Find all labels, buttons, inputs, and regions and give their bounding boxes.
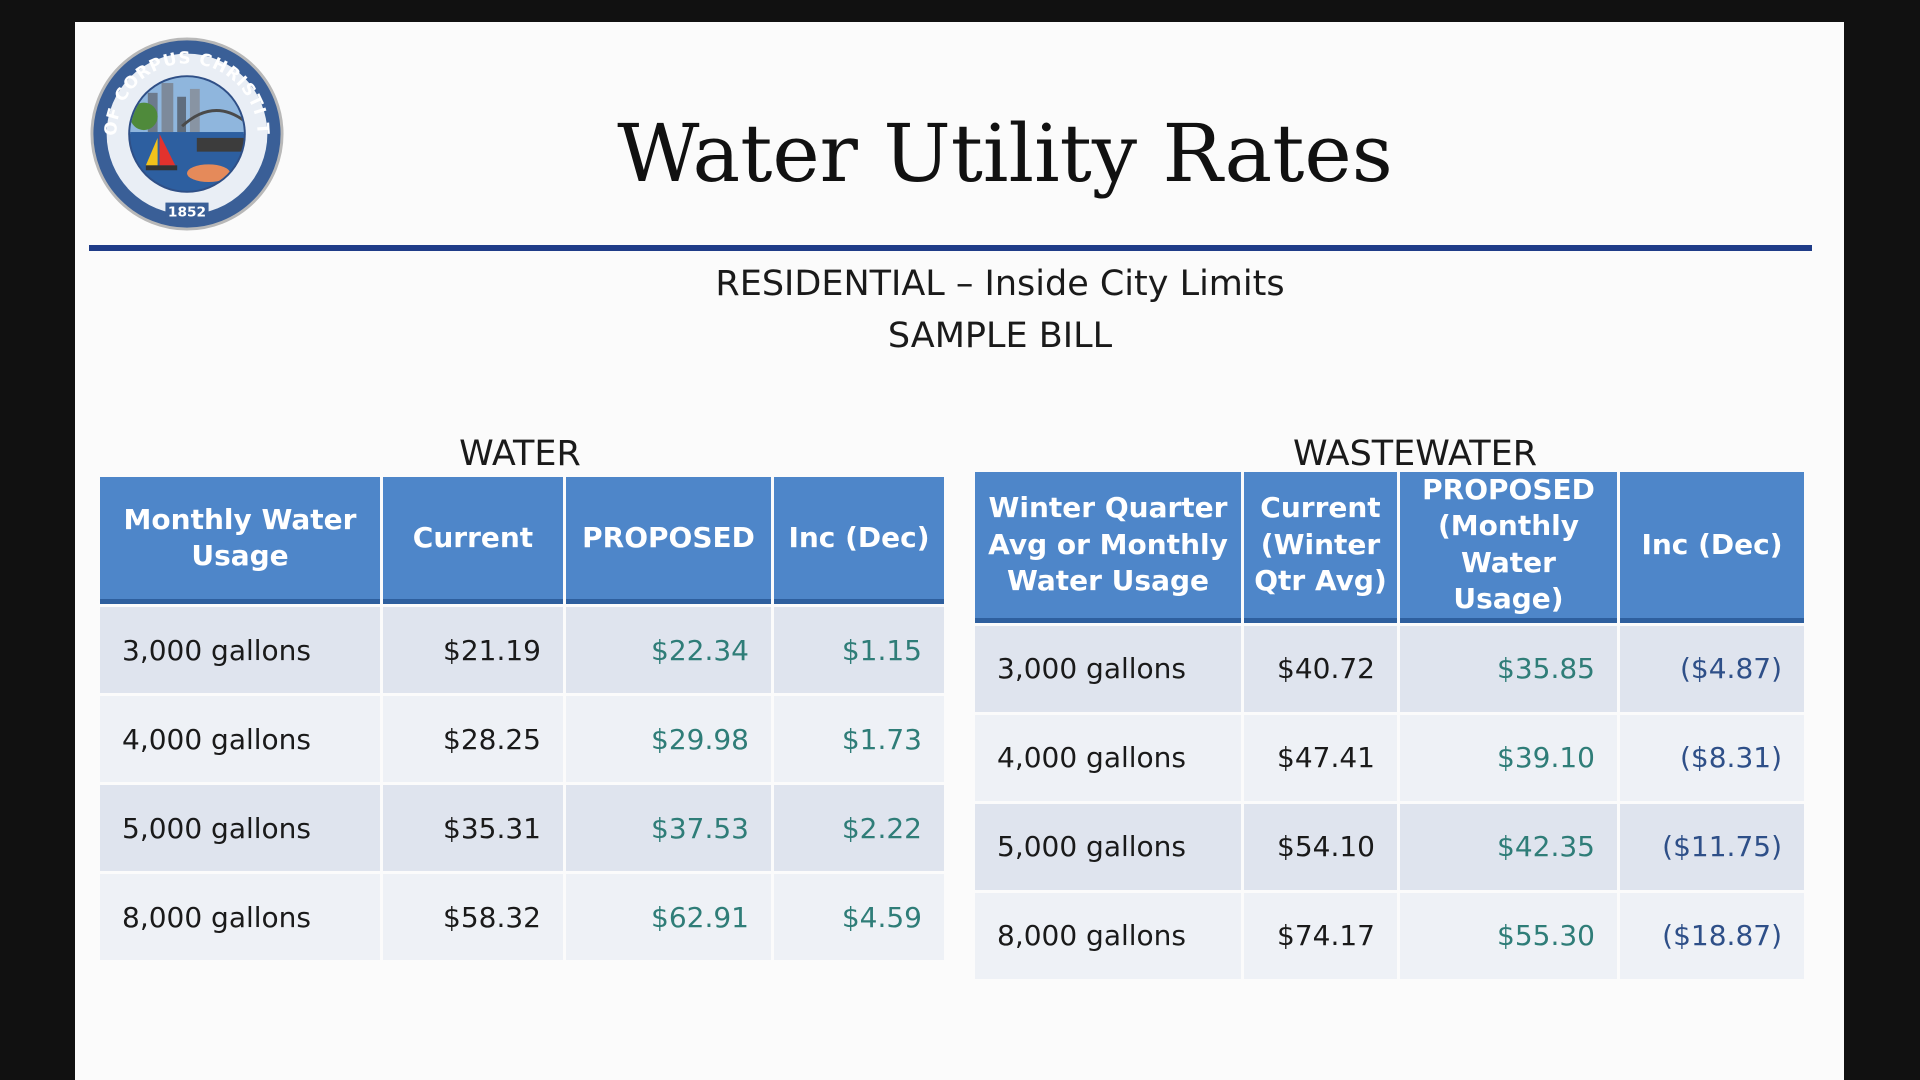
wastewater-rates-table: Winter Quarter Avg or Monthly Water Usag…: [972, 469, 1807, 982]
proposed-cell: $39.10: [1400, 714, 1617, 801]
table-row: 5,000 gallons $35.31 $37.53 $2.22: [100, 785, 944, 871]
proposed-cell: $42.35: [1400, 803, 1617, 890]
subtitle-sample-bill: SAMPLE BILL: [887, 316, 1113, 356]
current-cell: $74.17: [1244, 892, 1397, 979]
water-heading: WATER: [459, 434, 581, 474]
slide-title: Water Utility Rates: [617, 107, 1393, 200]
table-row: 8,000 gallons $58.32 $62.91 $4.59: [100, 874, 944, 960]
table-row: 3,000 gallons $40.72 $35.85 ($4.87): [975, 625, 1804, 712]
current-cell: $58.32: [383, 874, 563, 960]
table-row: 3,000 gallons $21.19 $22.34 $1.15: [100, 607, 944, 693]
wastewater-heading: WASTEWATER: [1292, 434, 1538, 474]
table-row: 8,000 gallons $74.17 $55.30 ($18.87): [975, 892, 1804, 979]
city-seal-logo: CITY OF CORPUS CHRISTI TEXAS 1852: [89, 36, 285, 232]
usage-cell: 5,000 gallons: [100, 785, 380, 871]
presentation-slide: CITY OF CORPUS CHRISTI TEXAS 1852 Water …: [75, 22, 1844, 1080]
table-row: 4,000 gallons $28.25 $29.98 $1.73: [100, 696, 944, 782]
proposed-cell: $29.98: [566, 696, 771, 782]
subtitle-residential: RESIDENTIAL – Inside City Limits: [715, 264, 1285, 304]
usage-cell: 3,000 gallons: [100, 607, 380, 693]
change-cell: ($4.87): [1620, 625, 1804, 712]
current-cell: $54.10: [1244, 803, 1397, 890]
header-inc-dec: Inc (Dec): [1620, 472, 1804, 623]
header-proposed: PROPOSED: [566, 477, 771, 604]
change-cell: ($8.31): [1620, 714, 1804, 801]
change-cell: ($11.75): [1620, 803, 1804, 890]
change-cell: ($18.87): [1620, 892, 1804, 979]
current-cell: $35.31: [383, 785, 563, 871]
proposed-cell: $22.34: [566, 607, 771, 693]
usage-cell: 4,000 gallons: [100, 696, 380, 782]
table-row: 5,000 gallons $54.10 $42.35 ($11.75): [975, 803, 1804, 890]
usage-cell: 8,000 gallons: [100, 874, 380, 960]
proposed-cell: $55.30: [1400, 892, 1617, 979]
header-winter-quarter-avg: Winter Quarter Avg or Monthly Water Usag…: [975, 472, 1241, 623]
usage-cell: 4,000 gallons: [975, 714, 1241, 801]
header-proposed-monthly: PROPOSED (Monthly Water Usage): [1400, 472, 1617, 623]
current-cell: $40.72: [1244, 625, 1397, 712]
current-cell: $28.25: [383, 696, 563, 782]
header-current: Current: [383, 477, 563, 604]
table-header-row: Monthly Water Usage Current PROPOSED Inc…: [100, 477, 944, 604]
change-cell: $1.73: [774, 696, 944, 782]
current-cell: $21.19: [383, 607, 563, 693]
current-cell: $47.41: [1244, 714, 1397, 801]
header-monthly-water-usage: Monthly Water Usage: [100, 477, 380, 604]
header-current-winter-qtr: Current (Winter Qtr Avg): [1244, 472, 1397, 623]
water-rates-table: Monthly Water Usage Current PROPOSED Inc…: [97, 474, 947, 963]
proposed-cell: $37.53: [566, 785, 771, 871]
usage-cell: 8,000 gallons: [975, 892, 1241, 979]
header-inc-dec: Inc (Dec): [774, 477, 944, 604]
table-row: 4,000 gallons $47.41 $39.10 ($8.31): [975, 714, 1804, 801]
usage-cell: 5,000 gallons: [975, 803, 1241, 890]
city-seal-icon: CITY OF CORPUS CHRISTI TEXAS 1852: [89, 36, 284, 231]
seal-year: 1852: [168, 204, 206, 220]
title-divider: [89, 245, 1812, 251]
change-cell: $2.22: [774, 785, 944, 871]
proposed-cell: $35.85: [1400, 625, 1617, 712]
change-cell: $4.59: [774, 874, 944, 960]
table-header-row: Winter Quarter Avg or Monthly Water Usag…: [975, 472, 1804, 623]
proposed-cell: $62.91: [566, 874, 771, 960]
change-cell: $1.15: [774, 607, 944, 693]
usage-cell: 3,000 gallons: [975, 625, 1241, 712]
